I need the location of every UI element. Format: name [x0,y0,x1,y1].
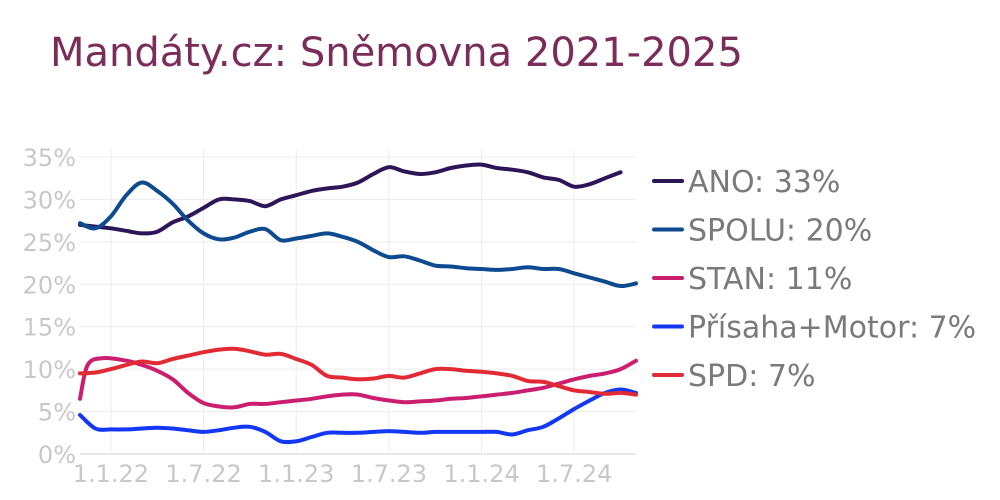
legend-item-stan: STAN: 11% [652,262,852,297]
legend-label: STAN: 11% [688,262,852,297]
legend-item-p-saha-motor: Přísaha+Motor: 7% [652,311,976,346]
x-tick-label: 1.7.24 [536,460,612,488]
series-line-stan [78,355,638,410]
series-line-ano [78,162,623,236]
series-line-p-saha-motor [78,387,638,445]
series-lines [78,162,638,445]
x-tick-label: 1.7.23 [351,460,427,488]
series-line-spd [78,346,638,397]
legend-item-spd: SPD: 7% [652,359,815,394]
chart-title: Mandáty.cz: Sněmovna 2021-2025 [50,30,743,76]
x-axis-ticks: 1.1.22 1.7.22 1.1.23 1.7.23 1.1.24 1.7.24 [73,460,613,488]
x-tick-label: 1.1.23 [258,460,334,488]
x-tick-label: 1.7.22 [165,460,241,488]
legend-label: Přísaha+Motor: 7% [688,311,976,346]
y-tick-label: 10% [23,356,76,384]
series-line-spolu [78,180,638,289]
legend-item-ano: ANO: 33% [652,165,840,200]
y-tick-label: 25% [23,229,76,257]
legend-label: ANO: 33% [688,165,840,200]
y-axis-ticks: 0% 5% 10% 15% 20% 25% 30% 35% [23,144,76,469]
x-tick-label: 1.1.22 [73,460,149,488]
y-tick-label: 20% [23,271,76,299]
legend-label: SPOLU: 20% [688,214,872,249]
legend-label: SPD: 7% [688,359,815,394]
y-tick-label: 30% [23,186,76,214]
y-tick-label: 15% [23,314,76,342]
y-tick-label: 35% [23,144,76,172]
x-tick-label: 1.1.24 [443,460,519,488]
legend: ANO: 33% SPOLU: 20% STAN: 11% Přísaha+Motor… [652,165,976,394]
y-tick-label: 0% [38,441,76,469]
y-tick-label: 5% [38,399,76,427]
legend-item-spolu: SPOLU: 20% [652,214,872,249]
